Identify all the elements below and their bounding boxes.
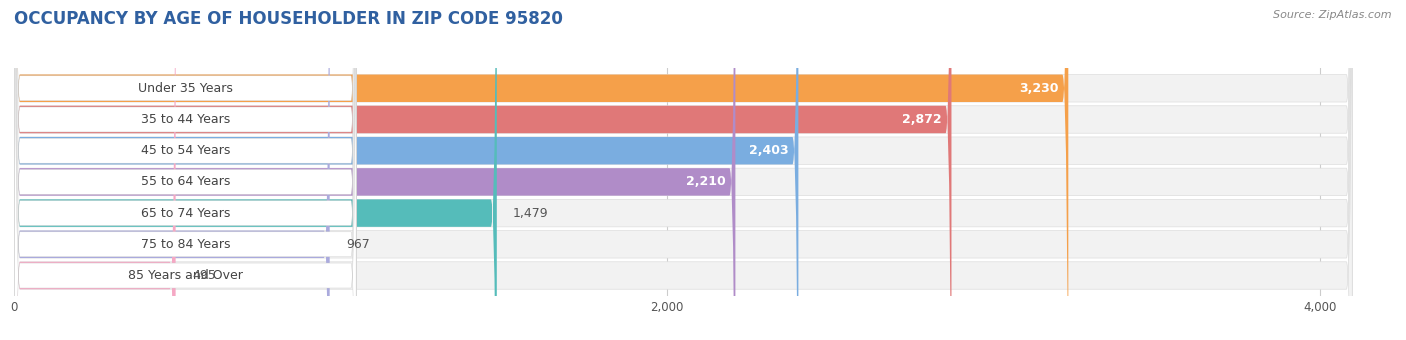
Text: 35 to 44 Years: 35 to 44 Years — [141, 113, 231, 126]
FancyBboxPatch shape — [14, 0, 799, 340]
FancyBboxPatch shape — [14, 0, 1353, 340]
Text: 85 Years and Over: 85 Years and Over — [128, 269, 243, 282]
Text: 967: 967 — [346, 238, 370, 251]
FancyBboxPatch shape — [14, 0, 1069, 340]
FancyBboxPatch shape — [14, 0, 356, 340]
FancyBboxPatch shape — [14, 0, 1353, 340]
Text: 65 to 74 Years: 65 to 74 Years — [141, 207, 231, 220]
FancyBboxPatch shape — [14, 0, 176, 340]
Text: 3,230: 3,230 — [1019, 82, 1059, 95]
FancyBboxPatch shape — [14, 0, 1353, 340]
FancyBboxPatch shape — [14, 0, 356, 340]
Text: OCCUPANCY BY AGE OF HOUSEHOLDER IN ZIP CODE 95820: OCCUPANCY BY AGE OF HOUSEHOLDER IN ZIP C… — [14, 10, 562, 28]
FancyBboxPatch shape — [14, 0, 356, 340]
FancyBboxPatch shape — [14, 0, 356, 340]
FancyBboxPatch shape — [14, 0, 735, 340]
FancyBboxPatch shape — [14, 0, 356, 340]
Text: 495: 495 — [193, 269, 215, 282]
FancyBboxPatch shape — [14, 0, 952, 340]
Text: 2,872: 2,872 — [903, 113, 942, 126]
FancyBboxPatch shape — [14, 0, 1353, 340]
Text: 55 to 64 Years: 55 to 64 Years — [141, 175, 231, 188]
Text: Source: ZipAtlas.com: Source: ZipAtlas.com — [1274, 10, 1392, 20]
Text: 2,210: 2,210 — [686, 175, 725, 188]
FancyBboxPatch shape — [14, 0, 1353, 340]
Text: 2,403: 2,403 — [749, 144, 789, 157]
FancyBboxPatch shape — [14, 0, 1353, 340]
Text: 75 to 84 Years: 75 to 84 Years — [141, 238, 231, 251]
FancyBboxPatch shape — [14, 0, 329, 340]
Text: 1,479: 1,479 — [513, 207, 548, 220]
Text: Under 35 Years: Under 35 Years — [138, 82, 233, 95]
FancyBboxPatch shape — [14, 0, 1353, 340]
FancyBboxPatch shape — [14, 0, 496, 340]
FancyBboxPatch shape — [14, 0, 356, 340]
FancyBboxPatch shape — [14, 0, 356, 340]
Text: 45 to 54 Years: 45 to 54 Years — [141, 144, 231, 157]
